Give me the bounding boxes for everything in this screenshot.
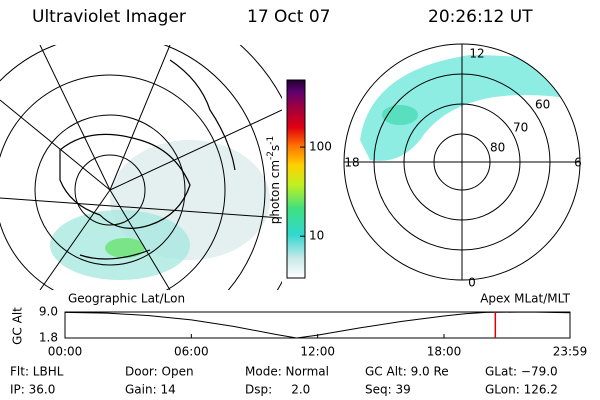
colorbar-label: photon cm-2s-1 [266,136,282,225]
colorbar-tick-label: 10 [309,229,324,243]
colorbar-tick-label: 100 [309,140,332,154]
time: 20:26:12 UT [428,7,533,27]
y-tick-label: 9.0 [39,305,58,319]
info-field: Mode: Normal [245,365,329,379]
info-field: Door: Open [125,365,194,379]
info-field: GC Alt: 9.0 Re [365,365,449,379]
polar-plot: 12 18 6 0 60 70 80 [343,43,582,290]
title: Ultraviolet Imager [32,7,186,27]
info-field: Flt: LBHL [10,365,64,379]
info-field: Seq: 39 [365,383,411,397]
timeline-ylabel: GC Alt [11,307,25,345]
x-tick-label: 00:00 [48,345,83,359]
info-field: IP: 36.0 [10,383,55,397]
timeline-left-label: Geographic Lat/Lon [68,292,185,306]
x-tick-label: 23:59 [553,345,588,359]
label-part: photon cm [268,160,282,224]
lat-label: 70 [513,121,528,135]
timeline-right-label: Apex MLat/MLT [480,292,570,306]
label-part: s [268,145,282,151]
info-field: Dsp: 2.0 [245,383,310,397]
x-tick-label: 12:00 [300,345,335,359]
x-tick-label: 18:00 [427,345,462,359]
info-field: GLon: 126.2 [485,383,558,397]
colorbar [286,79,306,279]
x-tick-label: 06:00 [174,345,209,359]
mlt-label: 18 [344,156,359,170]
y-tick-label: 1.8 [39,331,58,345]
label-part: -1 [266,136,276,145]
label-part: -2 [266,151,276,160]
lat-label: 60 [535,98,550,112]
mlt-label: 6 [574,156,582,170]
mlt-label: 0 [468,276,476,290]
info-field: Gain: 14 [125,383,176,397]
mlt-label: 12 [469,47,484,61]
geo-map [0,45,282,290]
lat-label: 80 [490,141,505,155]
info-field: GLat: −79.0 [485,365,558,379]
altitude-line [64,311,571,339]
date: 17 Oct 07 [247,7,330,27]
